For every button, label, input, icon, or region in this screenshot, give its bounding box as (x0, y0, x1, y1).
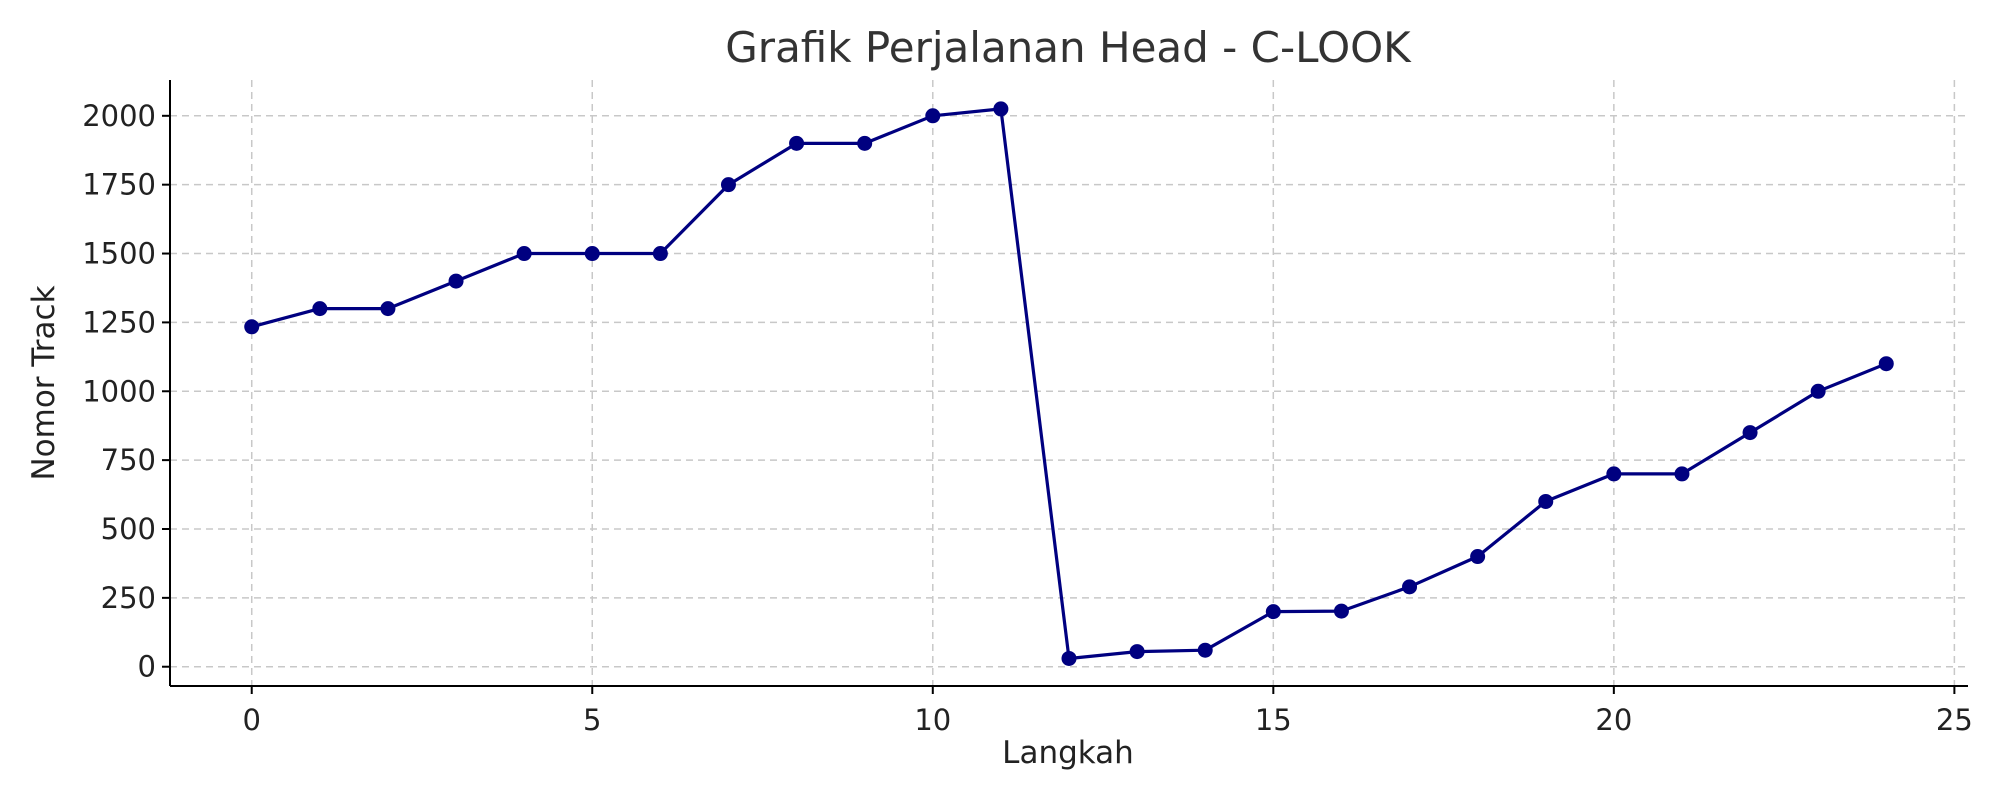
data-point-17 (1402, 579, 1418, 595)
data-point-24 (1878, 356, 1894, 372)
y-axis-ticks: 0 250 500 750 1000 1250 1500 1750 2000 (82, 99, 170, 684)
chart-title: Grafik Perjalanan Head - C-LOOK (725, 23, 1412, 72)
x-tick-label-20: 20 (1595, 703, 1632, 737)
series-group (244, 101, 1894, 666)
y-tick-label-1250: 1250 (82, 305, 156, 339)
data-point-21 (1674, 466, 1690, 482)
data-point-0 (244, 319, 260, 335)
data-point-3 (448, 273, 464, 289)
y-tick-label-2000: 2000 (82, 99, 156, 133)
data-point-9 (857, 135, 873, 151)
data-point-6 (652, 246, 668, 262)
y-tick-label-1750: 1750 (82, 168, 156, 202)
data-point-12 (1061, 650, 1077, 666)
data-point-16 (1333, 603, 1349, 619)
data-point-20 (1606, 466, 1622, 482)
y-tick-label-1500: 1500 (82, 237, 156, 271)
data-point-14 (1197, 642, 1213, 658)
x-axis-ticks: 0 5 10 15 20 25 (243, 686, 1973, 737)
y-tick-label-250: 250 (101, 581, 156, 615)
x-axis-label: Langkah (1002, 735, 1134, 771)
data-point-19 (1538, 493, 1554, 509)
y-tick-label-1000: 1000 (82, 374, 156, 408)
grid-lines (170, 80, 1968, 686)
data-point-11 (993, 101, 1009, 117)
x-tick-label-25: 25 (1936, 703, 1973, 737)
data-point-2 (380, 301, 396, 317)
data-point-7 (720, 177, 736, 193)
data-point-5 (584, 246, 600, 262)
data-point-13 (1129, 644, 1145, 660)
data-point-10 (925, 108, 941, 124)
x-tick-label-0: 0 (243, 703, 261, 737)
data-point-22 (1742, 425, 1758, 441)
data-point-15 (1265, 604, 1281, 620)
y-tick-label-750: 750 (101, 443, 156, 477)
y-tick-label-500: 500 (101, 512, 156, 546)
x-tick-label-15: 15 (1255, 703, 1292, 737)
y-tick-label-0: 0 (138, 650, 156, 684)
data-point-8 (789, 135, 805, 151)
x-tick-label-5: 5 (583, 703, 601, 737)
data-point-23 (1810, 383, 1826, 399)
data-point-4 (516, 246, 532, 262)
data-point-1 (312, 301, 328, 317)
data-point-18 (1470, 549, 1486, 565)
axes-spines (169, 80, 1968, 687)
y-axis-label: Nomor Track (26, 285, 62, 480)
series-line-0 (251, 107, 1887, 661)
x-tick-label-10: 10 (914, 703, 951, 737)
